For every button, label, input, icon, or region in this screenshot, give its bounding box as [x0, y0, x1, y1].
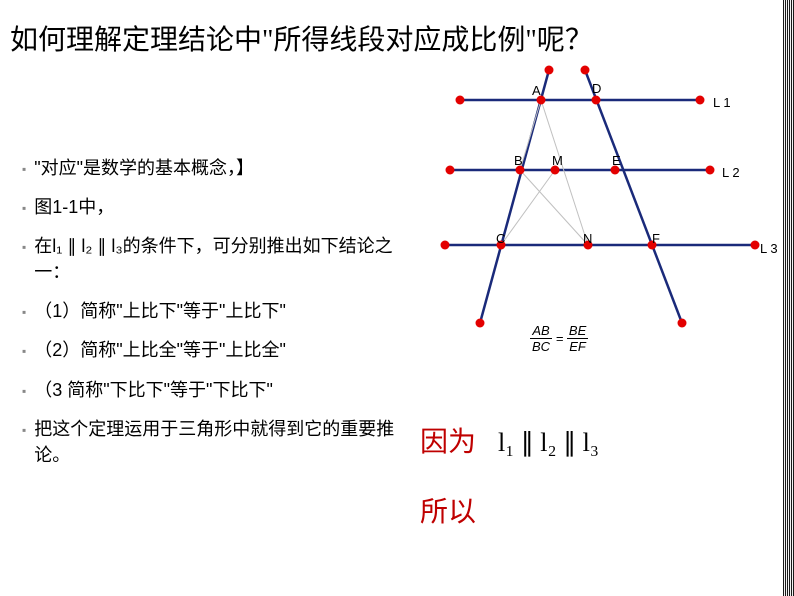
- formula-lhs-bot: BC: [530, 339, 552, 354]
- diagram-label: B: [514, 153, 523, 168]
- because-line: 因为 l₁ ∥ l₂ ∥ l₃: [420, 420, 599, 460]
- diagram-label: L 3: [760, 241, 778, 256]
- bullet-marker: ▪: [22, 200, 26, 217]
- because-label: 因为: [420, 427, 476, 458]
- list-item: ▪ （3 简称"下比下"等于"下比下": [22, 377, 412, 403]
- formula-rhs-top: BE: [567, 323, 588, 339]
- right-edge-decoration: [783, 0, 794, 596]
- diagram-label: E: [612, 153, 621, 168]
- list-item: ▪ （2）简称"上比全"等于"上比全": [22, 337, 412, 363]
- diagram-label: D: [592, 81, 601, 96]
- bullet-text: 把这个定理运用于三角形中就得到它的重要推论。: [34, 416, 412, 468]
- bullet-marker: ▪: [22, 383, 26, 400]
- diagram-point: [476, 319, 485, 328]
- bullet-text: （1）简称"上比下"等于"上比下": [34, 298, 286, 324]
- formula-rhs-bot: EF: [567, 339, 588, 354]
- bullet-marker: ▪: [22, 343, 26, 360]
- bullet-text: （2）简称"上比全"等于"上比全": [34, 337, 286, 363]
- because-math: l₁ ∥ l₂ ∥ l₃: [498, 428, 599, 457]
- bullet-text: "对应"是数学的基本概念，】: [34, 155, 254, 181]
- bullet-marker: ▪: [22, 304, 26, 321]
- formula-lhs-top: AB: [530, 323, 552, 339]
- list-item: ▪ 图1-1中，: [22, 194, 412, 220]
- so-label: 所以: [420, 497, 476, 528]
- diagram-point: [456, 96, 465, 105]
- diagram-label: A: [532, 83, 541, 98]
- diagram-label: F: [652, 231, 660, 246]
- bullet-marker: ▪: [22, 239, 26, 256]
- diagram-point: [545, 66, 554, 75]
- list-item: ▪ "对应"是数学的基本概念，】: [22, 155, 412, 181]
- diagram-point: [751, 241, 760, 250]
- diagram-label: N: [583, 231, 592, 246]
- bullet-text: 在l₁ ∥ l₂ ∥ l₃的条件下，可分别推出如下结论之一：: [34, 233, 412, 285]
- ratio-formula: ABBC = BEEF: [530, 323, 588, 354]
- diagram-point: [581, 66, 590, 75]
- list-item: ▪ 在l₁ ∥ l₂ ∥ l₃的条件下，可分别推出如下结论之一：: [22, 233, 412, 285]
- diagram-label: L 2: [722, 165, 740, 180]
- diagram-point: [592, 96, 601, 105]
- diagram-label: C: [496, 231, 505, 246]
- geometry-diagram: A D L 1 B M E L 2 C N F L 3 ABBC = BEEF: [420, 55, 780, 385]
- diagram-point: [678, 319, 687, 328]
- diagram-point: [696, 96, 705, 105]
- bullet-marker: ▪: [22, 422, 26, 439]
- bullet-marker: ▪: [22, 161, 26, 178]
- diagram-label: L 1: [713, 95, 731, 110]
- bullet-text: 图1-1中，: [34, 194, 114, 220]
- list-item: ▪ 把这个定理运用于三角形中就得到它的重要推论。: [22, 416, 412, 468]
- bullet-text: （3 简称"下比下"等于"下比下": [34, 377, 273, 403]
- so-line: 所以: [420, 490, 476, 530]
- list-item: ▪ （1）简称"上比下"等于"上比下": [22, 298, 412, 324]
- diagram-point: [446, 166, 455, 175]
- diagram-point: [706, 166, 715, 175]
- bullet-list: ▪ "对应"是数学的基本概念，】 ▪ 图1-1中， ▪ 在l₁ ∥ l₂ ∥ l₃的条…: [22, 155, 412, 481]
- diagram-label: M: [552, 153, 563, 168]
- page-title: 如何理解定理结论中"所得线段对应成比例"呢？: [10, 18, 593, 58]
- diagram-point: [441, 241, 450, 250]
